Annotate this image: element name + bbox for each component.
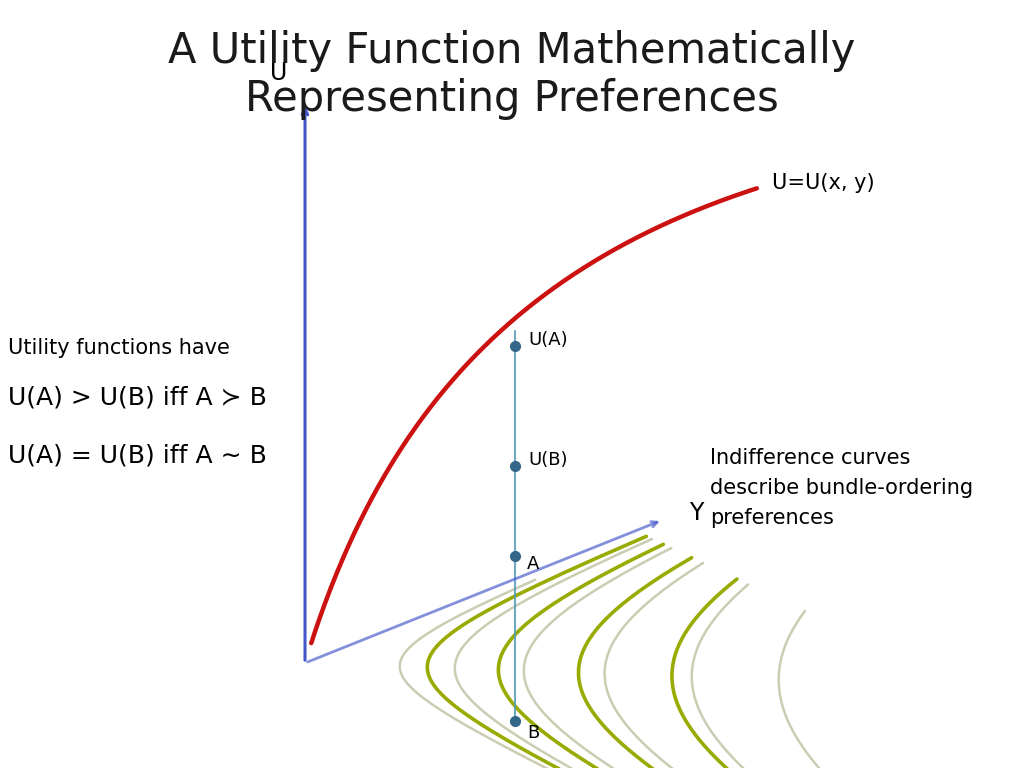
Text: U(A) > U(B) iff A ≻ B: U(A) > U(B) iff A ≻ B bbox=[8, 386, 267, 410]
Text: U(B): U(B) bbox=[528, 451, 567, 469]
Text: A Utility Function Mathematically: A Utility Function Mathematically bbox=[168, 30, 856, 72]
Text: U(A): U(A) bbox=[528, 331, 567, 349]
Text: Utility functions have: Utility functions have bbox=[8, 338, 229, 358]
Text: U(A) = U(B) iff A ∼ B: U(A) = U(B) iff A ∼ B bbox=[8, 444, 267, 468]
Text: U: U bbox=[269, 61, 287, 85]
Text: U=U(x, y): U=U(x, y) bbox=[772, 174, 874, 194]
Text: Indifference curves
describe bundle-ordering
preferences: Indifference curves describe bundle-orde… bbox=[710, 449, 973, 528]
Text: B: B bbox=[527, 724, 540, 742]
Text: A: A bbox=[527, 555, 540, 573]
Text: Y: Y bbox=[689, 502, 703, 525]
Text: Representing Preferences: Representing Preferences bbox=[245, 78, 779, 120]
